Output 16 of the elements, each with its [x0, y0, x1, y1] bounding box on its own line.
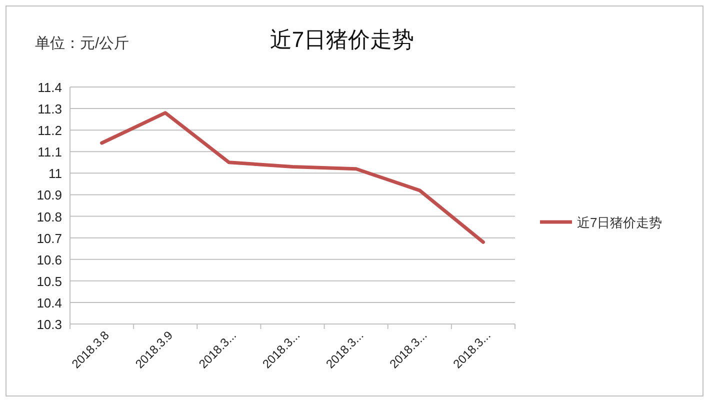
y-tick-label: 10.5 — [36, 274, 62, 289]
y-tick-label: 11.4 — [38, 80, 62, 95]
chart-title: 近7日猪价走势 — [270, 27, 414, 52]
y-tick-label: 11.3 — [38, 102, 62, 117]
y-tick-label: 10.6 — [36, 252, 62, 268]
y-tick-label: 10.3 — [36, 317, 62, 332]
line-series — [100, 111, 485, 244]
y-tick-label: 10.4 — [36, 295, 62, 310]
y-tick-label: 11.2 — [38, 123, 62, 138]
y-tick-label: 10.8 — [36, 209, 62, 224]
y-tick-label: 11 — [48, 166, 62, 182]
y-tick-label: 11.1 — [38, 144, 62, 160]
y-tick-label: 10.7 — [36, 230, 62, 246]
text: 单位：元/公斤 — [35, 35, 130, 52]
y-tick-label: 10.9 — [36, 188, 62, 203]
legend-label: 近7日猪价走势 — [577, 215, 662, 230]
